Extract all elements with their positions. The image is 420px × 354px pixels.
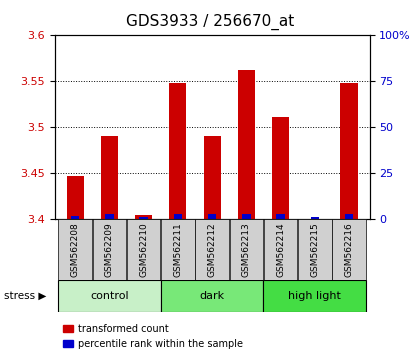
Text: GSM562209: GSM562209 — [105, 222, 114, 277]
Bar — [173, 214, 182, 219]
Bar — [298, 219, 332, 280]
Bar — [169, 83, 186, 219]
Legend: transformed count, percentile rank within the sample: transformed count, percentile rank withi… — [60, 320, 247, 353]
Text: GDS3933 / 256670_at: GDS3933 / 256670_at — [126, 14, 294, 30]
Bar — [135, 215, 152, 219]
Text: dark: dark — [200, 291, 225, 301]
Bar — [341, 83, 357, 219]
Text: control: control — [90, 291, 129, 301]
Bar — [332, 219, 366, 280]
Text: high light: high light — [289, 291, 341, 301]
Bar — [195, 219, 229, 280]
Text: GSM562214: GSM562214 — [276, 222, 285, 277]
Text: GSM562208: GSM562208 — [71, 222, 80, 277]
Bar — [345, 214, 353, 219]
Bar — [71, 216, 79, 219]
Bar — [92, 219, 126, 280]
Bar — [276, 214, 285, 219]
Bar — [242, 214, 251, 219]
Bar — [204, 136, 220, 219]
Bar — [139, 217, 148, 219]
Text: GSM562210: GSM562210 — [139, 222, 148, 277]
Bar — [264, 219, 297, 280]
Bar — [161, 280, 263, 312]
Bar — [238, 70, 255, 219]
Text: GSM562215: GSM562215 — [310, 222, 319, 277]
Bar — [105, 214, 114, 219]
Text: GSM562213: GSM562213 — [242, 222, 251, 277]
Bar — [263, 280, 366, 312]
Bar — [101, 136, 118, 219]
Text: GSM562212: GSM562212 — [207, 222, 217, 277]
Bar — [67, 176, 84, 219]
Bar — [230, 219, 263, 280]
Text: stress ▶: stress ▶ — [4, 291, 47, 301]
Text: GSM562216: GSM562216 — [344, 222, 354, 277]
Bar — [310, 217, 319, 219]
Text: GSM562211: GSM562211 — [173, 222, 182, 277]
Bar — [127, 219, 160, 280]
Bar — [272, 117, 289, 219]
Bar — [58, 280, 161, 312]
Bar — [58, 219, 92, 280]
Bar — [208, 214, 216, 219]
Bar — [161, 219, 194, 280]
